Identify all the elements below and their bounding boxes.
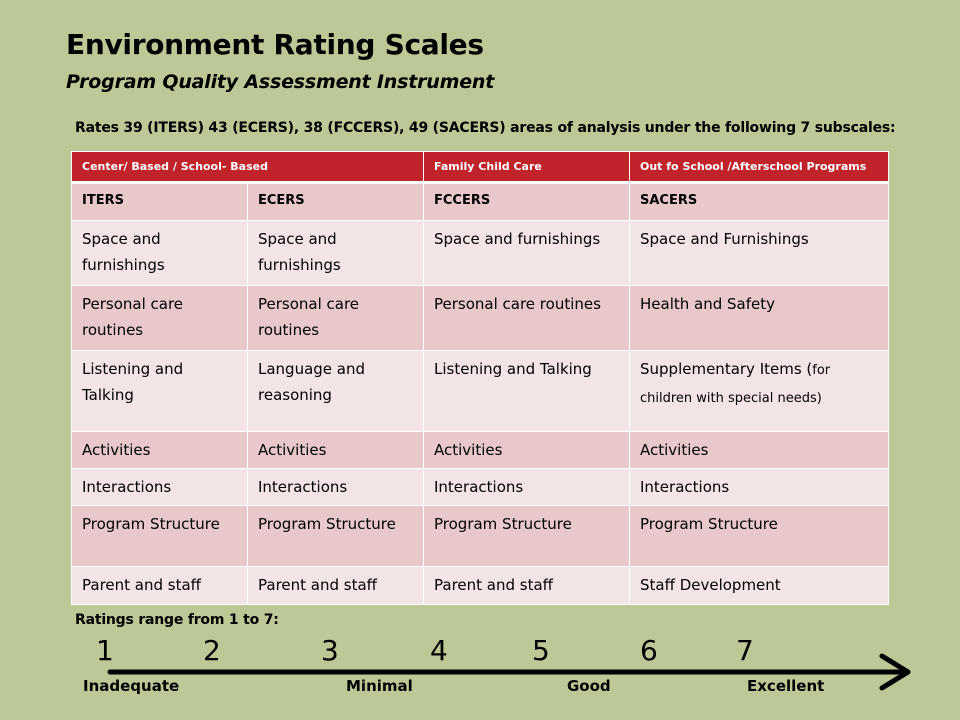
table-cell: Activities bbox=[423, 431, 630, 469]
table-row: Interactions Interactions Interactions I… bbox=[71, 468, 889, 506]
table-cell: Parent and staff bbox=[71, 566, 248, 605]
table-cell: Language and reasoning bbox=[247, 350, 424, 432]
table-cell: Program Structure bbox=[71, 505, 248, 567]
rating-number: 1 bbox=[96, 634, 114, 667]
rating-number: 2 bbox=[203, 634, 221, 667]
table-cell: Staff Development bbox=[629, 566, 889, 605]
scale-ecers: ECERS bbox=[247, 182, 424, 221]
rating-number: 3 bbox=[321, 634, 339, 667]
supplementary-items-label: Supplementary Items ( bbox=[640, 360, 813, 378]
table-cell: Activities bbox=[629, 431, 889, 469]
table-row: Program Structure Program Structure Prog… bbox=[71, 505, 889, 567]
table-cell: Interactions bbox=[71, 468, 248, 506]
table-cell: Parent and staff bbox=[423, 566, 630, 605]
rating-number: 6 bbox=[640, 634, 658, 667]
rating-word-good: Good bbox=[567, 677, 611, 695]
table-cell: Interactions bbox=[423, 468, 630, 506]
table-cell: Interactions bbox=[629, 468, 889, 506]
rating-number: 4 bbox=[430, 634, 448, 667]
scale-sacers: SACERS bbox=[629, 182, 889, 221]
table-cell: Supplementary Items (for children with s… bbox=[629, 350, 889, 432]
rating-word-inadequate: Inadequate bbox=[83, 677, 180, 695]
table-row: Space and furnishings Space and furnishi… bbox=[71, 220, 889, 286]
scale-iters: ITERS bbox=[71, 182, 248, 221]
table-cell: Listening and Talking bbox=[71, 350, 248, 432]
supplementary-note: for children with special needs) bbox=[640, 363, 831, 406]
table-cell: Space and Furnishings bbox=[629, 220, 889, 286]
scale-name-row: ITERS ECERS FCCERS SACERS bbox=[71, 182, 889, 221]
table-cell: Interactions bbox=[247, 468, 424, 506]
table-row: Listening and Talking Language and reaso… bbox=[71, 350, 889, 432]
table-cell: Activities bbox=[71, 431, 248, 469]
table-cell: Parent and staff bbox=[247, 566, 424, 605]
table-row: Activities Activities Activities Activit… bbox=[71, 431, 889, 469]
table-cell: Program Structure bbox=[423, 505, 630, 567]
subscales-table: Center/ Based / School- Based Family Chi… bbox=[71, 151, 889, 605]
scale-fccers: FCCERS bbox=[423, 182, 630, 221]
header-out-of-school: Out fo School /Afterschool Programs bbox=[629, 151, 889, 184]
slide-title: Environment Rating Scales bbox=[66, 28, 484, 61]
table-cell: Space and furnishings bbox=[423, 220, 630, 286]
table-cell: Activities bbox=[247, 431, 424, 469]
rating-word-excellent: Excellent bbox=[747, 677, 825, 695]
table-cell: Space and furnishings bbox=[71, 220, 248, 286]
ratings-label: Ratings range from 1 to 7: bbox=[75, 612, 279, 628]
intro-text: Rates 39 (ITERS) 43 (ECERS), 38 (FCCERS)… bbox=[75, 120, 896, 136]
table-row: Parent and staff Parent and staff Parent… bbox=[71, 566, 889, 605]
slide-subtitle: Program Quality Assessment Instrument bbox=[66, 71, 495, 93]
table-cell: Program Structure bbox=[629, 505, 889, 567]
rating-word-minimal: Minimal bbox=[346, 677, 413, 695]
rating-number: 7 bbox=[736, 634, 754, 667]
header-center-based: Center/ Based / School- Based bbox=[71, 151, 424, 184]
table-cell: Program Structure bbox=[247, 505, 424, 567]
table-cell: Listening and Talking bbox=[423, 350, 630, 432]
table-cell: Health and Safety bbox=[629, 285, 889, 351]
table-cell: Personal care routines bbox=[71, 285, 248, 351]
table-header-row: Center/ Based / School- Based Family Chi… bbox=[71, 151, 889, 184]
header-family-child-care: Family Child Care bbox=[423, 151, 630, 184]
rating-number: 5 bbox=[532, 634, 550, 667]
